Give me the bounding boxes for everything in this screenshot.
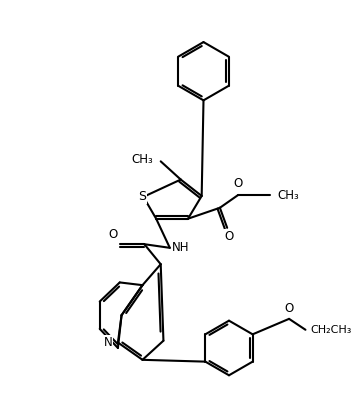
Text: O: O bbox=[234, 178, 243, 190]
Text: O: O bbox=[224, 230, 234, 242]
Text: N: N bbox=[104, 336, 113, 349]
Text: CH₃: CH₃ bbox=[277, 189, 299, 201]
Text: CH₂CH₃: CH₂CH₃ bbox=[310, 325, 352, 335]
Text: NH: NH bbox=[172, 241, 189, 254]
Text: O: O bbox=[109, 228, 118, 240]
Text: S: S bbox=[138, 190, 147, 203]
Text: O: O bbox=[285, 302, 294, 315]
Text: CH₃: CH₃ bbox=[132, 153, 153, 166]
